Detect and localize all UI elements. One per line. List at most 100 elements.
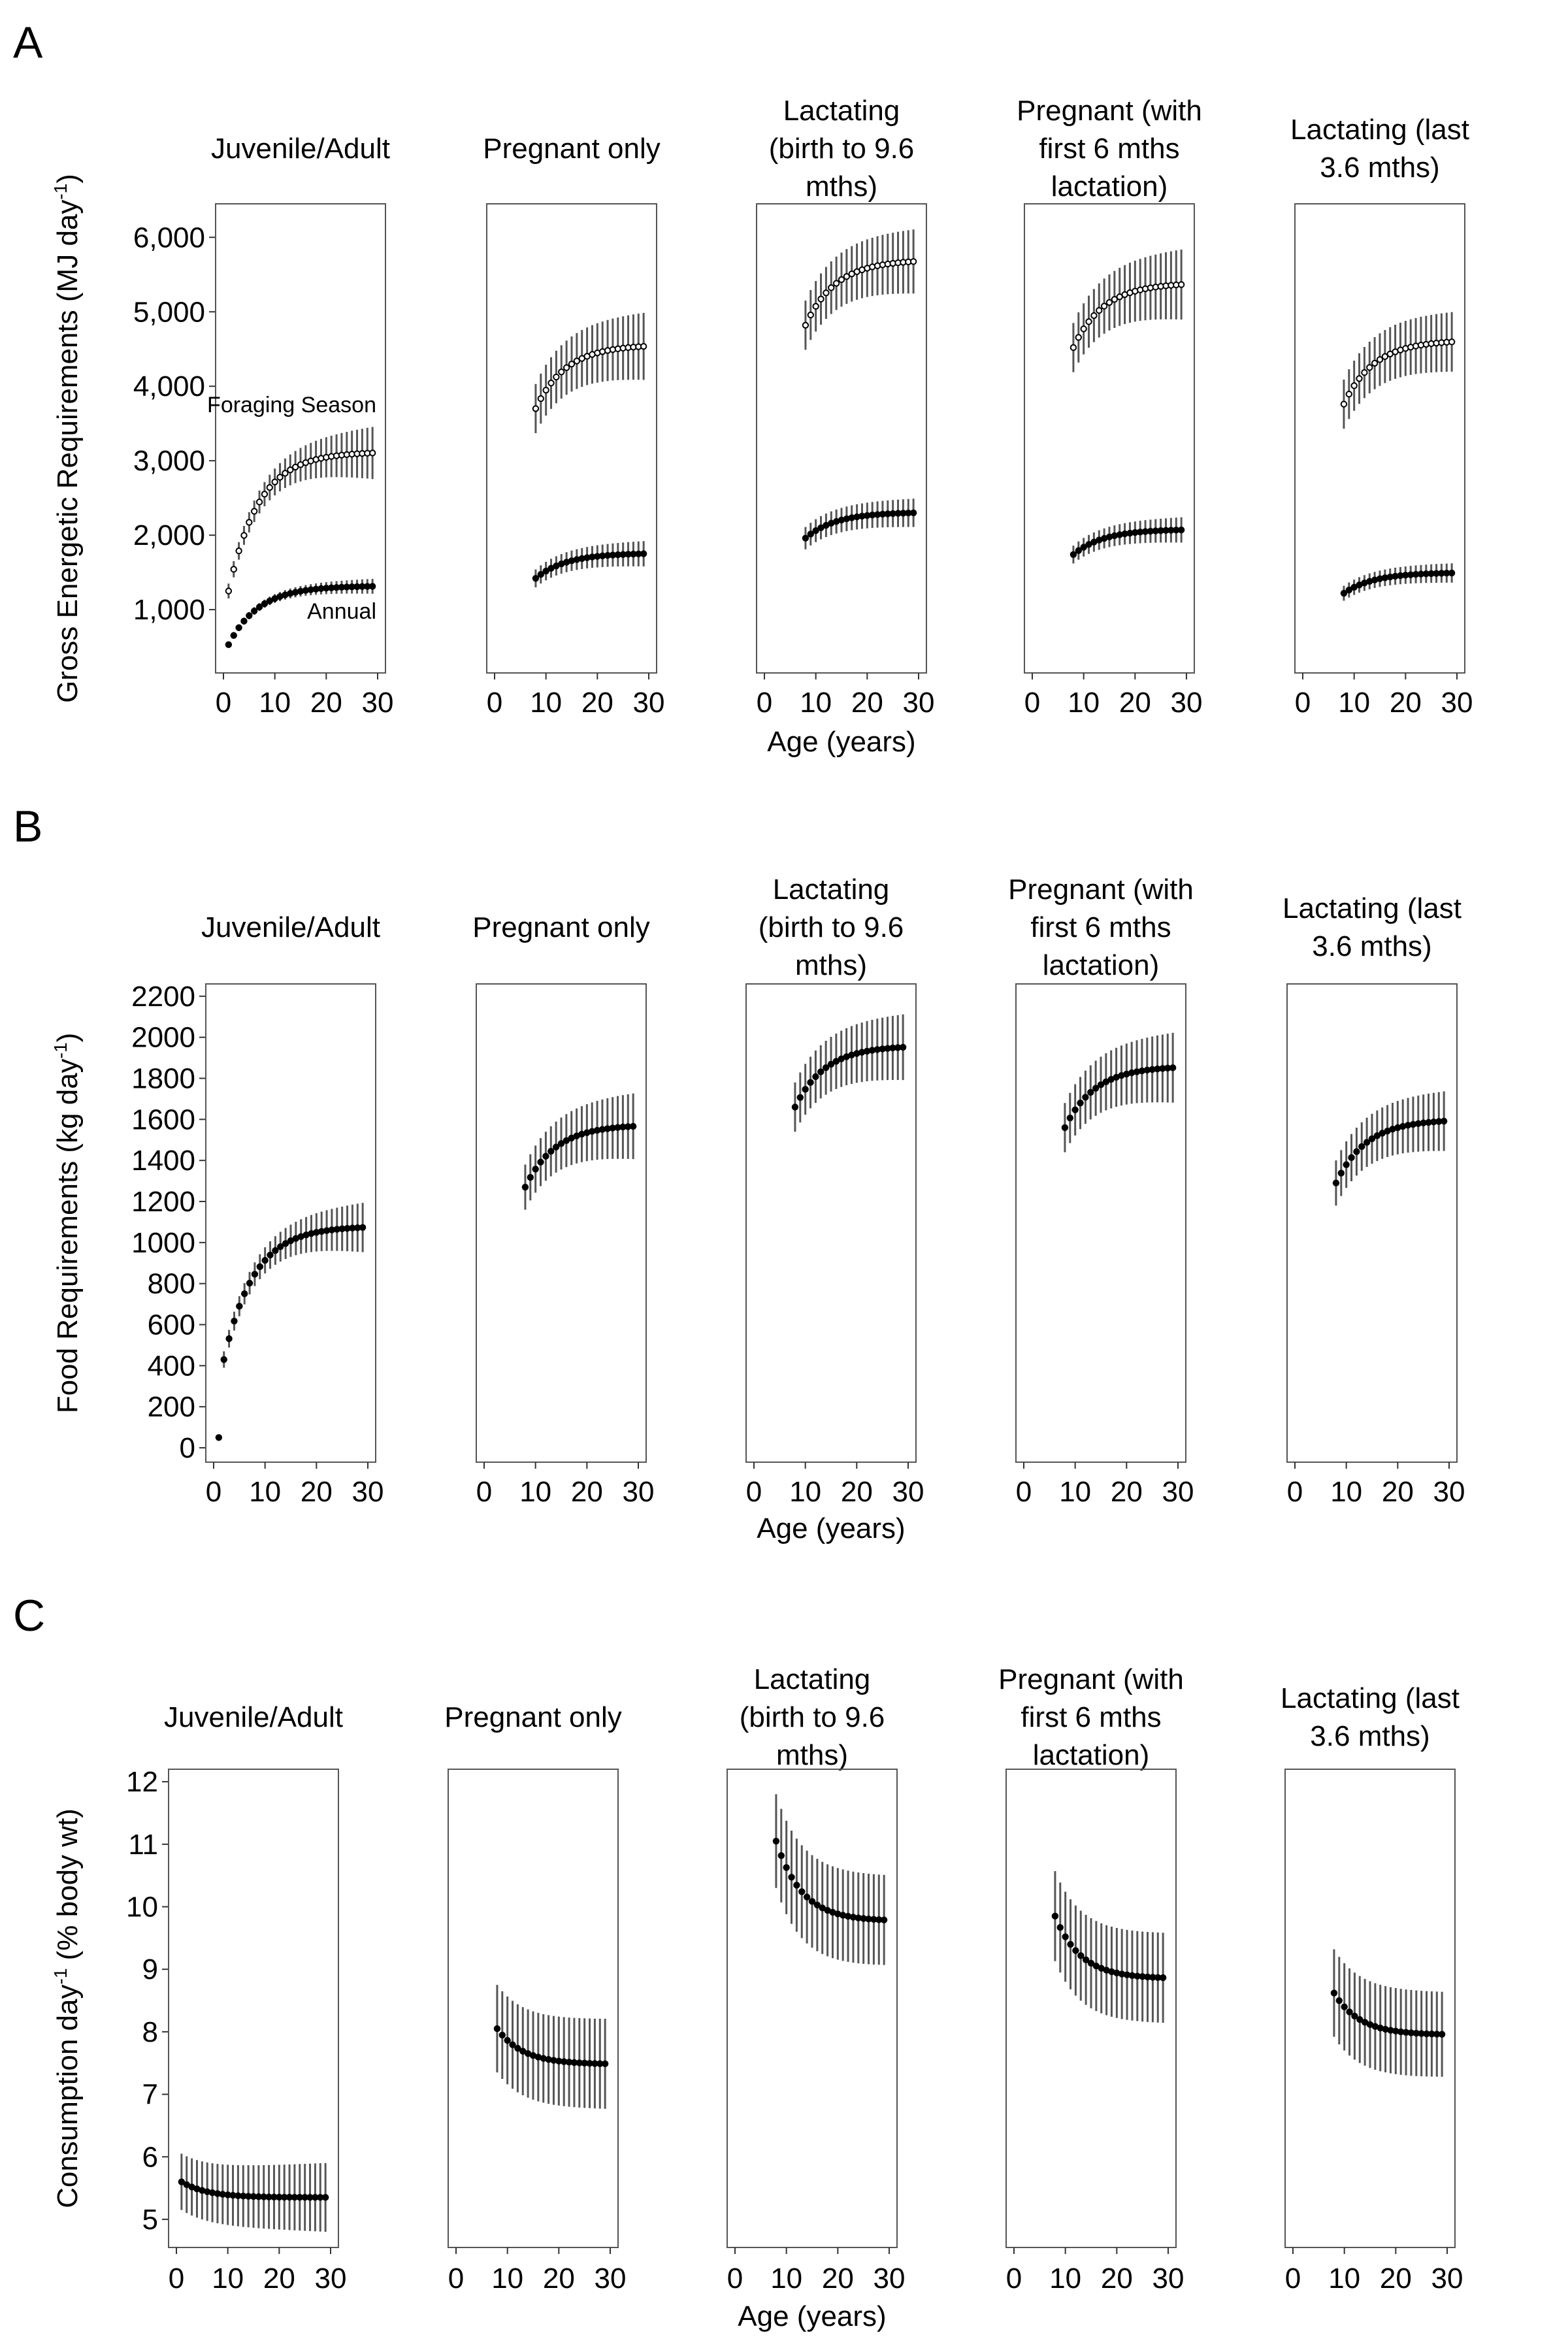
data-point <box>1412 570 1420 578</box>
data-point <box>286 2193 293 2201</box>
data-point <box>553 562 560 570</box>
data-point <box>594 553 601 560</box>
x-axis-label: Age (years) <box>757 1512 905 1544</box>
data-point <box>894 1044 902 1051</box>
data-point <box>1128 1972 1136 1979</box>
x-tick-label: 10 <box>1049 2262 1081 2295</box>
data-point <box>1087 1088 1094 1096</box>
data-point <box>905 509 912 517</box>
facet-title-line: mths) <box>806 171 877 203</box>
data-point <box>1062 1933 1069 1940</box>
data-point <box>277 1243 284 1250</box>
facet-title-line: Lactating (last <box>1282 892 1462 924</box>
x-tick-label: 20 <box>1390 687 1422 719</box>
data-point <box>625 551 632 558</box>
data-point <box>547 1147 555 1155</box>
data-point <box>555 2057 563 2065</box>
x-tick-label: 10 <box>530 687 562 719</box>
data-point-open <box>1075 334 1083 341</box>
data-point <box>1162 527 1169 534</box>
facet-title-line: lactation) <box>1051 171 1168 203</box>
x-tick-label: 10 <box>212 2262 244 2295</box>
data-point <box>884 510 892 517</box>
data-point <box>343 583 350 591</box>
data-point <box>328 1226 336 1233</box>
y-tick-label: 6 <box>142 2141 158 2173</box>
data-point <box>599 552 606 559</box>
data-point <box>306 2194 314 2201</box>
data-point <box>349 1224 356 1232</box>
y-axis-label-suffix: ) <box>52 174 84 184</box>
data-point <box>250 2193 257 2200</box>
facet-1: Juvenile/Adult 0 10 20 30 <box>201 911 384 1508</box>
facet-1: Juvenile/Adult 0 10 20 30 Foraging Season Annu… <box>207 133 393 719</box>
data-point <box>287 1237 295 1245</box>
data-point <box>563 1137 570 1144</box>
data-point <box>593 1126 601 1134</box>
facet-4: Pregnant (with first 6 mths lactation) 0 10 2… <box>998 1663 1184 2295</box>
data-point <box>865 1915 872 1923</box>
data-point <box>578 1130 585 1138</box>
facet-title: Lactating (birth to 9.6 mths) <box>769 95 915 203</box>
data-point <box>812 1073 819 1081</box>
data-point <box>244 2193 252 2200</box>
y-axis-label-sup: -1 <box>50 1968 71 1985</box>
data-point <box>570 2059 578 2066</box>
data-point <box>1413 2029 1420 2037</box>
data-point <box>1080 544 1087 551</box>
data-point <box>1330 1989 1338 1997</box>
series-2 <box>1340 563 1456 601</box>
data-point-open <box>266 484 273 491</box>
facet-frame <box>476 983 647 1463</box>
data-point <box>1157 527 1164 534</box>
x-tick-label: 20 <box>851 687 883 719</box>
x-tick-label: 30 <box>633 687 665 719</box>
data-point <box>1113 1073 1120 1081</box>
data-point <box>359 1224 367 1231</box>
facet-title-line: Pregnant (with <box>998 1663 1184 1695</box>
y-tick-label: 12 <box>126 1766 158 1798</box>
y-tick-label: 800 <box>148 1268 195 1300</box>
data-point-open <box>1361 369 1368 376</box>
data-point <box>1075 547 1083 554</box>
data-point <box>832 1058 840 1065</box>
y-tick-label: 4,000 <box>133 370 205 402</box>
data-point-open <box>1371 359 1379 367</box>
data-point <box>261 1256 269 1264</box>
x-tick-label: 20 <box>310 687 342 719</box>
data-point <box>1351 2012 1358 2020</box>
data-point <box>1425 1119 1432 1126</box>
data-point <box>889 510 896 517</box>
facet-title: Pregnant only <box>444 1701 622 1733</box>
data-point <box>1381 574 1389 581</box>
y-tick-label: 9 <box>142 1953 158 1985</box>
data-point <box>255 2193 263 2200</box>
data-point <box>532 575 540 582</box>
data-point <box>1356 581 1363 589</box>
data-point <box>1343 1161 1350 1168</box>
data-point <box>1353 1148 1360 1155</box>
data-point <box>328 584 335 591</box>
data-point-open <box>542 386 549 394</box>
x-tick-label: 30 <box>1171 687 1203 719</box>
series-1 <box>178 2153 329 2232</box>
data-point <box>798 1888 806 1895</box>
y-tick-label: 0 <box>180 1432 195 1464</box>
data-point <box>527 1173 534 1181</box>
data-point <box>1067 1940 1074 1948</box>
data-point <box>1428 570 1435 578</box>
data-point <box>313 1229 320 1236</box>
data-point <box>880 1916 888 1923</box>
data-point <box>1350 583 1358 591</box>
facet-frame <box>1024 203 1195 674</box>
data-point <box>323 1227 331 1234</box>
data-point <box>855 1914 862 1921</box>
data-point <box>1085 541 1092 548</box>
data-point <box>557 1140 565 1147</box>
data-point <box>894 510 902 517</box>
data-point <box>565 2059 573 2066</box>
data-point-open <box>1381 353 1389 360</box>
data-point-open <box>1111 296 1119 303</box>
series-2 <box>1070 517 1185 564</box>
x-tick-label: 30 <box>1162 1476 1194 1508</box>
